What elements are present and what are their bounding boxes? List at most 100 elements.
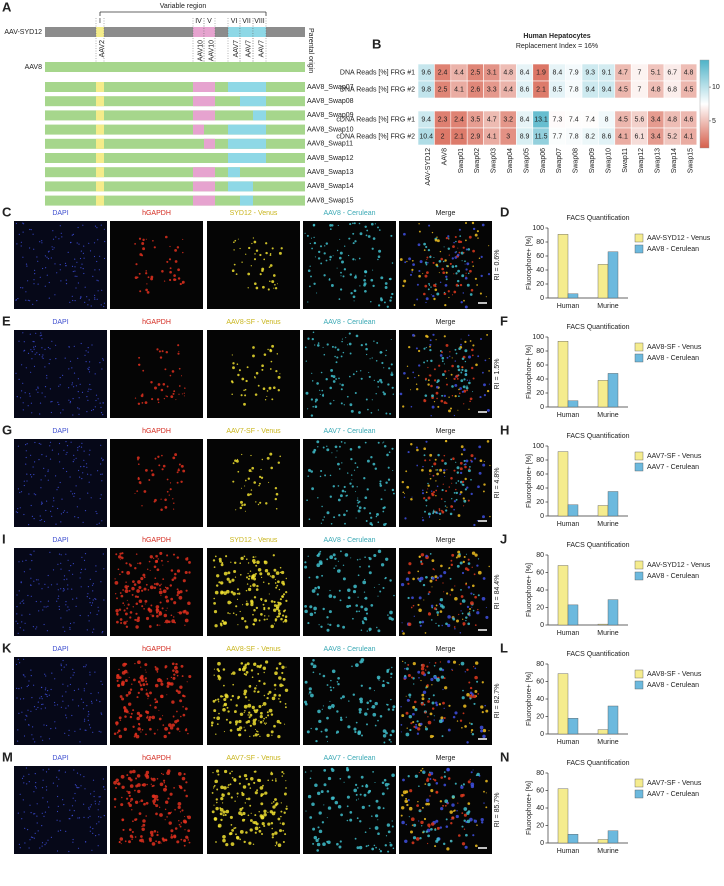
- cell-signal: [31, 229, 32, 230]
- cell-signal: [136, 717, 140, 721]
- cell-signal: [58, 779, 59, 780]
- cell-signal: [74, 346, 75, 347]
- cell-signal: [32, 351, 33, 352]
- swap-label: AAV8_Swap08: [307, 98, 354, 105]
- cell-signal: [470, 593, 472, 595]
- micrograph-background: [14, 330, 107, 418]
- cell-signal: [471, 454, 474, 457]
- cell-signal: [53, 500, 54, 501]
- column-label: AAV-SYD12: [425, 148, 432, 186]
- cell-signal: [459, 392, 461, 394]
- cell-signal: [387, 787, 389, 789]
- cell-signal: [446, 344, 449, 347]
- cell-signal: [33, 738, 34, 739]
- cell-signal: [436, 611, 439, 614]
- cell-signal: [131, 587, 134, 590]
- cell-signal: [421, 671, 425, 675]
- y-tick-label: 0: [540, 840, 544, 847]
- cell-signal: [379, 680, 380, 681]
- region: [193, 96, 204, 106]
- cell-signal: [41, 502, 42, 503]
- cell-signal: [35, 333, 36, 334]
- cell-signal: [252, 354, 255, 357]
- cell-signal: [484, 705, 486, 707]
- cell-label: 7: [637, 69, 641, 76]
- cell-signal: [250, 819, 253, 822]
- cell-signal: [388, 831, 391, 834]
- cell-label: 2.3: [438, 116, 448, 123]
- cell-signal: [457, 466, 460, 469]
- cell-signal: [275, 845, 276, 846]
- cell-signal: [429, 826, 430, 827]
- cell-signal: [330, 369, 333, 372]
- cell-signal: [60, 830, 61, 831]
- cell-signal: [285, 780, 286, 781]
- cell-signal: [229, 772, 231, 774]
- cell-signal: [250, 455, 251, 456]
- cell-signal: [319, 551, 321, 553]
- cell-signal: [133, 606, 134, 607]
- cell-signal: [452, 265, 455, 268]
- cell-signal: [349, 482, 351, 484]
- cell-signal: [327, 624, 328, 625]
- cell-signal: [71, 442, 72, 443]
- cell-signal: [385, 783, 389, 787]
- cell-signal: [449, 810, 452, 813]
- cell-signal: [422, 466, 423, 467]
- cell-signal: [23, 698, 24, 699]
- cell-signal: [353, 295, 356, 298]
- channel-label: AAV7 - Cerulean: [323, 755, 375, 762]
- cell-signal: [176, 711, 178, 713]
- cell-signal: [139, 238, 141, 240]
- cell-signal: [83, 522, 84, 523]
- cell-signal: [43, 468, 44, 469]
- cell-signal: [180, 283, 182, 285]
- cell-signal: [275, 688, 276, 689]
- x-tick-label: Human: [557, 848, 580, 855]
- cell-signal: [88, 615, 89, 616]
- cell-signal: [410, 389, 411, 390]
- cell-signal: [452, 395, 453, 396]
- cell-signal: [388, 708, 390, 710]
- cell-signal: [227, 601, 231, 605]
- cell-signal: [162, 837, 165, 840]
- cell-signal: [34, 273, 35, 274]
- cell-signal: [316, 576, 319, 579]
- cell-signal: [223, 668, 226, 671]
- cell-label: 8.5: [553, 86, 563, 93]
- cell-signal: [178, 820, 179, 821]
- cell-signal: [83, 817, 84, 818]
- cell-signal: [329, 555, 333, 559]
- cell-signal: [435, 264, 438, 267]
- cell-signal: [465, 500, 466, 501]
- cell-signal: [273, 801, 275, 803]
- cell-signal: [33, 249, 34, 250]
- cell-signal: [134, 567, 136, 569]
- cell-signal: [247, 583, 248, 584]
- cell-signal: [137, 580, 141, 584]
- panel-letter: D: [500, 204, 509, 219]
- cell-signal: [457, 270, 460, 273]
- cell-signal: [157, 558, 158, 559]
- cell-signal: [269, 593, 270, 594]
- cell-signal: [84, 355, 85, 356]
- cell-signal: [483, 383, 486, 386]
- cell-signal: [121, 595, 124, 598]
- cell-signal: [262, 785, 264, 787]
- cell-signal: [29, 300, 30, 301]
- cell-signal: [333, 553, 336, 556]
- cell-signal: [42, 813, 43, 814]
- cell-signal: [283, 678, 286, 681]
- cell-signal: [416, 720, 418, 722]
- cell-signal: [364, 579, 365, 580]
- cell-signal: [366, 723, 368, 725]
- cell-signal: [94, 256, 95, 257]
- cell-signal: [279, 252, 282, 255]
- cell-signal: [271, 575, 274, 578]
- channel-label: hGAPDH: [142, 755, 171, 762]
- cell-signal: [240, 574, 242, 576]
- cell-signal: [423, 831, 425, 833]
- cell-signal: [432, 577, 435, 580]
- region: [204, 96, 215, 106]
- cell-signal: [420, 723, 423, 726]
